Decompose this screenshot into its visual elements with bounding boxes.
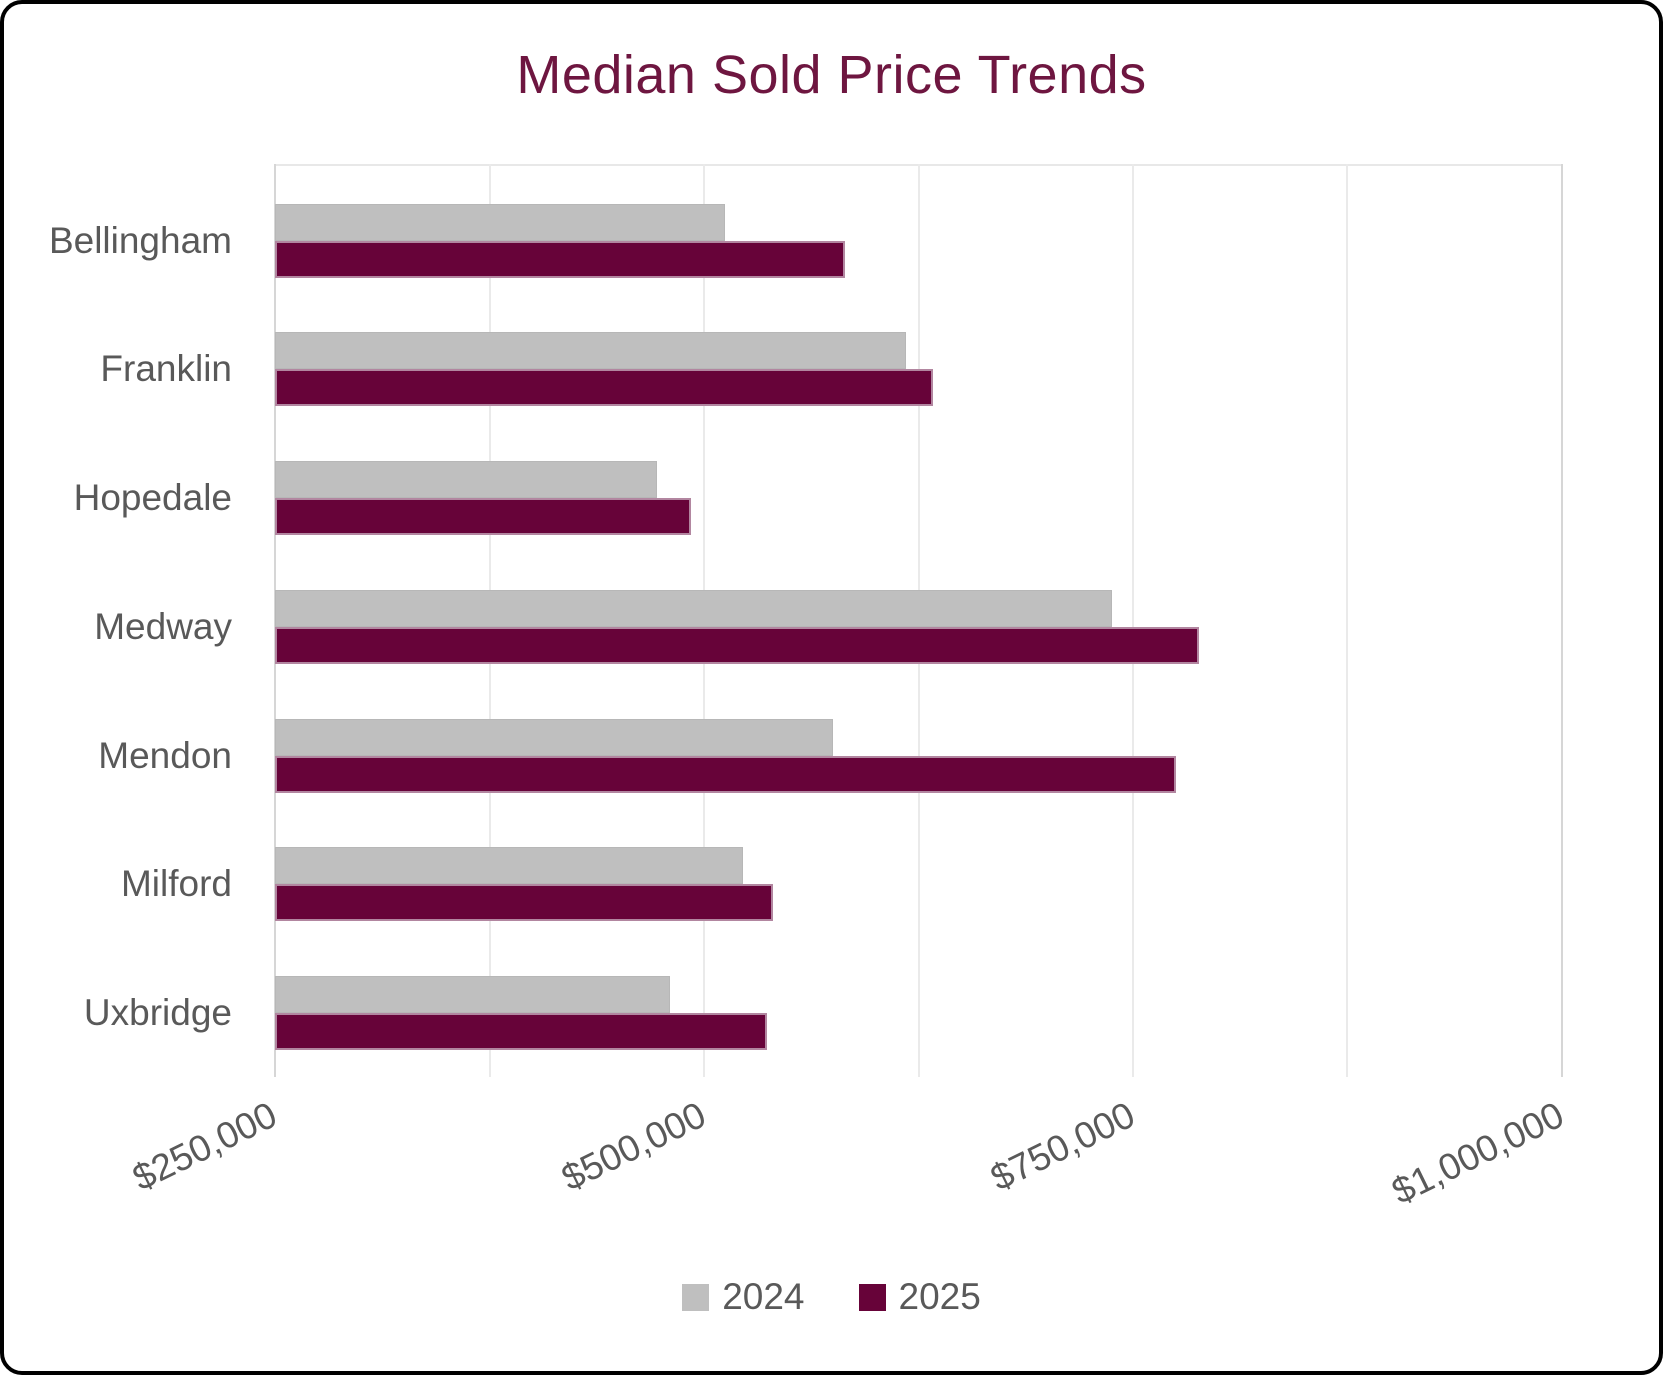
bar-2024-bellingham — [275, 203, 726, 241]
legend-label-2024: 2024 — [722, 1276, 805, 1317]
bar-2024-hopedale — [275, 461, 657, 499]
bar-2024-medway — [275, 589, 1113, 627]
bar-group-hopedale — [275, 461, 1562, 536]
bar-2025-bellingham — [275, 240, 845, 278]
bar-2024-milford — [275, 847, 743, 885]
category-label-hopedale: Hopedale — [73, 477, 232, 519]
x-tick-label-750k: $750,000 — [984, 1094, 1141, 1199]
gridline-750k — [1132, 164, 1134, 1077]
x-tick-label-500k: $500,000 — [555, 1094, 712, 1199]
bar-2025-medway — [275, 626, 1200, 664]
bar-2025-mendon — [275, 755, 1176, 793]
category-label-mendon: Mendon — [98, 734, 232, 776]
category-label-medway: Medway — [94, 605, 232, 647]
bar-2025-milford — [275, 884, 773, 922]
legend-swatch-2025-icon — [858, 1283, 886, 1311]
x-tick-label-1m: $1,000,000 — [1385, 1094, 1570, 1213]
x-tick-label-250k: $250,000 — [126, 1094, 283, 1199]
category-label-franklin: Franklin — [100, 348, 232, 390]
chart-title: Median Sold Price Trends — [516, 45, 1147, 105]
gridline-1m — [1561, 164, 1563, 1077]
bar-group-mendon — [275, 718, 1562, 793]
bar-group-franklin — [275, 332, 1562, 407]
legend-label-2025: 2025 — [898, 1276, 981, 1317]
category-label-bellingham: Bellingham — [48, 219, 232, 261]
bar-group-uxbridge — [275, 976, 1562, 1051]
bar-2024-uxbridge — [275, 976, 670, 1014]
bar-2025-hopedale — [275, 498, 692, 536]
bar-2024-mendon — [275, 718, 833, 756]
category-label-uxbridge: Uxbridge — [83, 992, 232, 1034]
legend-item-2024: 2024 — [682, 1276, 805, 1318]
bar-2025-franklin — [275, 369, 934, 407]
bar-2025-uxbridge — [275, 1013, 767, 1051]
bar-group-milford — [275, 847, 1562, 922]
legend-item-2025: 2025 — [858, 1276, 981, 1318]
bar-group-bellingham — [275, 203, 1562, 278]
category-label-milford: Milford — [120, 863, 232, 905]
plot-area — [274, 164, 1563, 1077]
legend-swatch-2024-icon — [682, 1283, 710, 1311]
gridline-875k — [1346, 164, 1349, 1077]
bar-2024-franklin — [275, 332, 907, 370]
bar-group-medway — [275, 589, 1562, 664]
legend: 2024 2025 — [4, 1276, 1659, 1318]
